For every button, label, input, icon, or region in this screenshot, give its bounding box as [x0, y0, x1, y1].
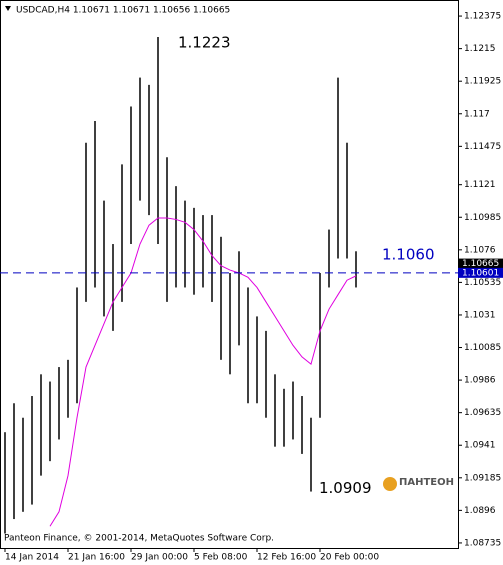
y-tick-label: 1.11925 — [464, 77, 501, 87]
y-tick-label: 1.10985 — [464, 213, 501, 223]
x-tick-label: 21 Jan 16:00 — [68, 553, 125, 563]
logo: ПАНТЕОН — [399, 477, 454, 488]
y-tick-label: 1.117 — [464, 109, 490, 119]
menu-arrow — [5, 6, 11, 11]
logo-icon — [383, 477, 397, 491]
price-tag: 1.10665 — [462, 259, 499, 269]
y-tick-label: 1.08735 — [464, 538, 501, 548]
annotation: 1.1223 — [178, 34, 231, 52]
chart-title: USDCAD,H4 1.10671 1.10671 1.10656 1.1066… — [16, 6, 230, 16]
y-tick-label: 1.09185 — [464, 473, 501, 483]
x-tick-label: 12 Feb 16:00 — [257, 553, 316, 563]
x-tick-label: 20 Feb 00:00 — [320, 553, 379, 563]
y-tick-label: 1.12375 — [464, 12, 501, 22]
x-tick-label: 5 Feb 08:00 — [194, 553, 248, 563]
price-tag-box — [458, 267, 503, 278]
y-tick-label: 1.09635 — [464, 408, 501, 418]
y-tick-label: 1.1121 — [464, 180, 496, 190]
price-tag: 1.10601 — [462, 268, 499, 278]
reference-label: 1.1060 — [382, 245, 435, 263]
y-tick-label: 1.10535 — [464, 278, 501, 288]
price-tag-box — [458, 258, 503, 269]
annotation: 1.0909 — [319, 479, 372, 497]
y-tick-label: 1.1076 — [464, 245, 496, 255]
y-tick-label: 1.1215 — [464, 44, 496, 54]
y-tick-label: 1.10085 — [464, 343, 501, 353]
y-tick-label: 1.0986 — [464, 376, 496, 386]
y-tick-label: 1.1031 — [464, 310, 496, 320]
y-tick-label: 1.0896 — [464, 506, 496, 516]
footer: Panteon Finance, © 2001-2014, MetaQuotes… — [4, 534, 274, 544]
moving-average — [49, 217, 357, 527]
y-tick-label: 1.0941 — [464, 441, 496, 451]
x-tick-label: 14 Jan 2014 — [5, 553, 59, 563]
y-tick-label: 1.11475 — [464, 142, 501, 152]
x-tick-label: 29 Jan 00:00 — [131, 553, 188, 563]
